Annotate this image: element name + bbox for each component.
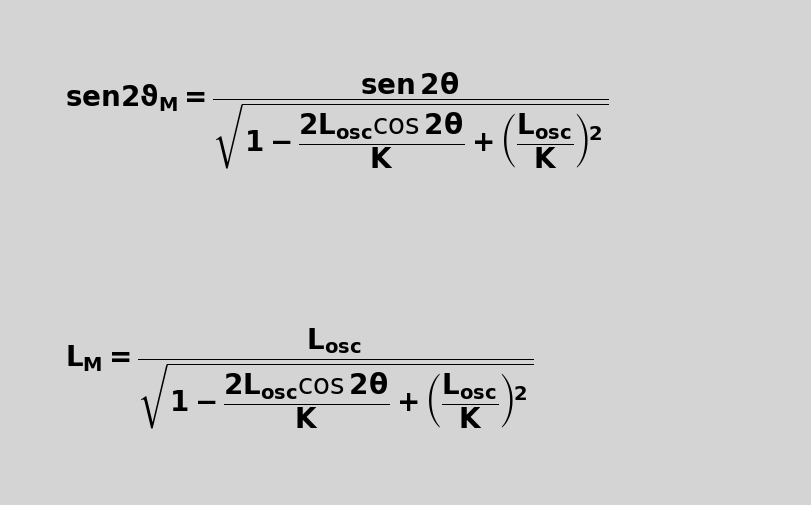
Text: $\mathbf{sen2\vartheta_{M} = \dfrac{sen\,2\theta}{\sqrt{1 - \dfrac{2L_{osc}\cos : $\mathbf{sen2\vartheta_{M} = \dfrac{sen\… <box>65 71 608 171</box>
Text: $\mathbf{L_{M} = \dfrac{L_{osc}}{\sqrt{1 - \dfrac{2L_{osc}\cos 2\theta}{K} + \le: $\mathbf{L_{M} = \dfrac{L_{osc}}{\sqrt{1… <box>65 327 533 431</box>
